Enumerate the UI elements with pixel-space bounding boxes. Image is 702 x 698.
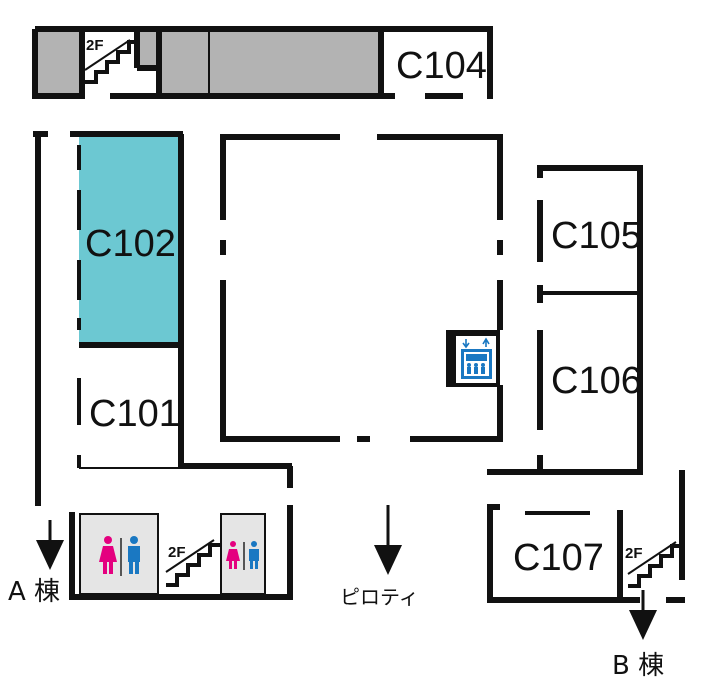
room-label-c106: C106 — [551, 360, 642, 402]
exit-label-b-building: B 棟 — [612, 651, 664, 681]
gray-room-2 — [137, 32, 159, 68]
restroom-icon — [226, 541, 259, 570]
exit-label-piloti: ピロティ — [340, 585, 419, 609]
down-arrow-icon — [629, 590, 657, 640]
stairs-icon — [84, 39, 137, 84]
room-label-c101: C101 — [89, 393, 180, 435]
exit-label-a-building: A 棟 — [8, 577, 60, 607]
restroom-inner-lines — [79, 513, 266, 595]
elevator-icon[interactable] — [446, 330, 500, 387]
right-wing: C105 C106 — [487, 165, 643, 475]
room-label-c107: C107 — [513, 537, 604, 579]
center-walls — [220, 134, 503, 442]
center-block — [220, 134, 503, 442]
down-arrow-icon — [374, 505, 402, 575]
top-block-walls — [32, 26, 493, 99]
stairs-label-bottom: 2F — [168, 544, 186, 561]
gray-room-3 — [159, 32, 209, 94]
room-c102[interactable] — [79, 137, 180, 347]
room-label-c104: C104 — [396, 45, 487, 87]
down-arrow-icon — [36, 520, 64, 570]
stairs-icon — [627, 541, 680, 588]
top-block: 2F C104 — [32, 26, 493, 99]
restroom-icon — [99, 536, 140, 576]
stairs-icon — [165, 539, 220, 587]
gray-room-4 — [209, 32, 381, 94]
restroom-block: 2F — [69, 505, 293, 600]
right-wing-walls — [487, 165, 643, 475]
restroom-walls — [69, 505, 293, 600]
left-wing-walls — [33, 131, 293, 506]
room-label-c105: C105 — [551, 215, 642, 257]
left-wing: C102 C101 — [33, 131, 293, 506]
c107-block: C107 2F — [487, 470, 685, 603]
room-label-c102: C102 — [85, 223, 176, 265]
restroom-1-bg — [80, 514, 158, 594]
c107-walls — [487, 470, 685, 603]
stairs-label-right: 2F — [625, 545, 643, 562]
stairs-label-top: 2F — [86, 37, 104, 54]
gray-room-1 — [38, 32, 82, 96]
